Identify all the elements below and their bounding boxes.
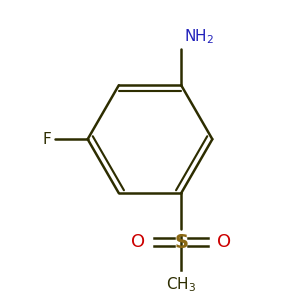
Text: NH$_2$: NH$_2$ (184, 27, 215, 46)
Text: S: S (174, 233, 188, 252)
Text: O: O (131, 233, 145, 251)
Text: CH$_3$: CH$_3$ (166, 275, 196, 294)
Text: O: O (217, 233, 231, 251)
Text: F: F (43, 132, 52, 147)
